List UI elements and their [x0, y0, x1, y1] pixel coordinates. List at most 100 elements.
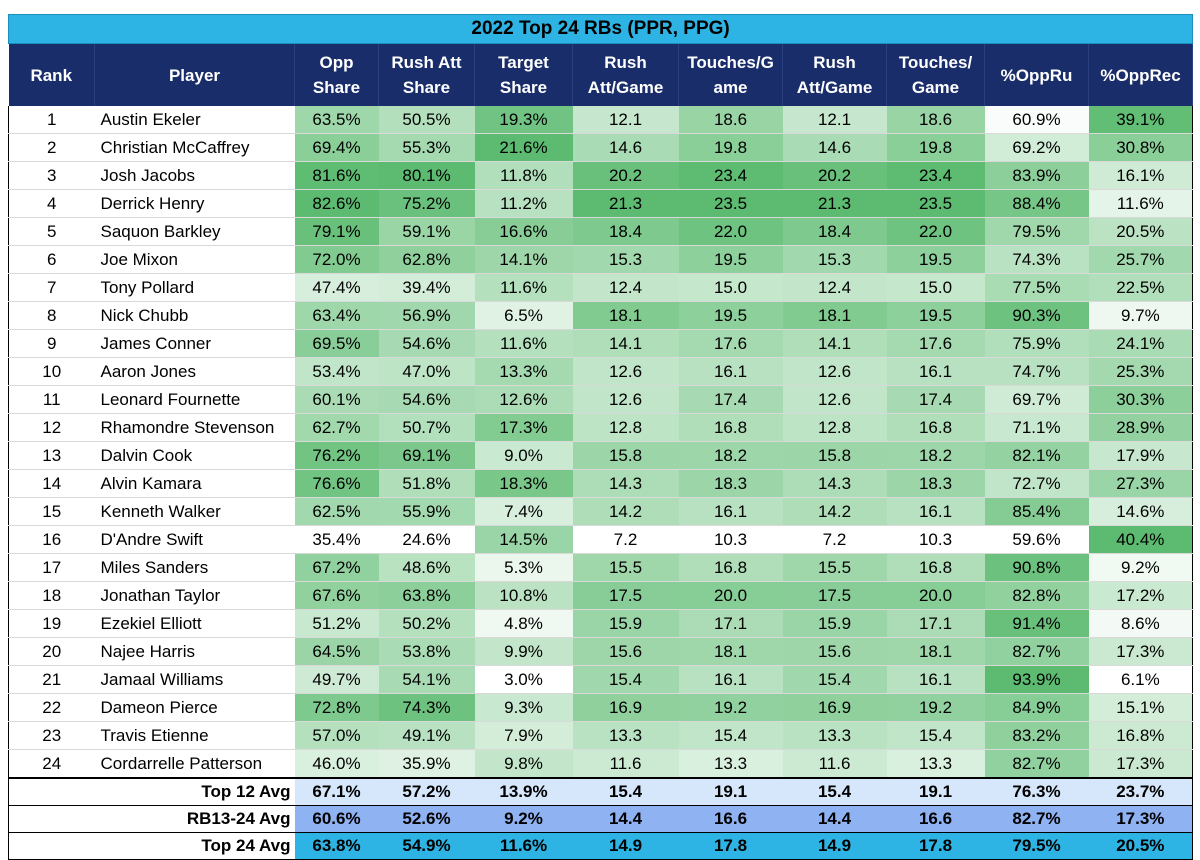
stat-cell: 59.1% — [378, 217, 475, 246]
stat-cell: 74.3% — [378, 693, 475, 722]
stat-cell: 16.6% — [474, 217, 573, 246]
stat-cell: 12.1 — [572, 106, 679, 134]
stat-cell: 79.1% — [294, 217, 379, 246]
stat-cell: 11.6% — [1088, 189, 1194, 218]
stat-cell: 23.4 — [678, 161, 783, 190]
stat-cell: 17.5 — [782, 581, 887, 610]
rank-cell: 16 — [8, 525, 95, 554]
stat-cell: 7.2 — [572, 525, 679, 554]
rank-cell: 24 — [8, 749, 95, 779]
stat-cell: 21.6% — [474, 133, 573, 162]
average-cell: 14.9 — [572, 832, 679, 860]
stat-cell: 11.2% — [474, 189, 573, 218]
stat-cell: 76.2% — [294, 441, 379, 470]
player-cell: Jamaal Williams — [94, 665, 295, 694]
stat-cell: 16.9 — [782, 693, 887, 722]
average-cell: 20.5% — [1088, 832, 1194, 860]
column-header: Player — [94, 43, 295, 106]
stat-cell: 17.3% — [474, 413, 573, 442]
stat-cell: 82.8% — [984, 581, 1089, 610]
column-header: Target Share — [474, 43, 573, 106]
average-cell: 82.7% — [984, 805, 1089, 833]
table-body: 1 Austin Ekeler 63.5% 50.5% 19.3% 12.1 18.6 12.… — [8, 106, 1194, 860]
player-cell: Nick Chubb — [94, 301, 295, 330]
stat-cell: 63.8% — [378, 581, 475, 610]
stat-cell: 15.5 — [572, 553, 679, 582]
column-header: %OppRu — [984, 43, 1089, 106]
stat-cell: 69.5% — [294, 329, 379, 358]
table-row: 18 Jonathan Taylor 67.6% 63.8% 10.8% 17.5 20.0… — [8, 581, 1194, 610]
stat-cell: 91.4% — [984, 609, 1089, 638]
column-header: Opp Share — [294, 43, 379, 106]
player-cell: Christian McCaffrey — [94, 133, 295, 162]
stat-cell: 62.8% — [378, 245, 475, 274]
stat-cell: 17.2% — [1088, 581, 1194, 610]
table-row: 11 Leonard Fournette 60.1% 54.6% 12.6% 12.6 17… — [8, 385, 1194, 414]
stat-cell: 16.1 — [678, 497, 783, 526]
stat-cell: 17.3% — [1088, 637, 1194, 666]
stat-cell: 11.6% — [474, 329, 573, 358]
average-row: Top 24 Avg 63.8% 54.9% 11.6% 14.9 17.8 14.9 17.… — [8, 832, 1194, 860]
stat-cell: 51.2% — [294, 609, 379, 638]
stat-cell: 74.3% — [984, 245, 1089, 274]
average-cell: 14.4 — [782, 805, 887, 833]
stat-cell: 16.1 — [886, 357, 985, 386]
stat-cell: 7.2 — [782, 525, 887, 554]
stat-cell: 62.5% — [294, 497, 379, 526]
stat-cell: 24.6% — [378, 525, 475, 554]
stat-cell: 18.2 — [886, 441, 985, 470]
stat-cell: 19.5 — [678, 301, 783, 330]
stat-cell: 7.9% — [474, 721, 573, 750]
player-cell: James Conner — [94, 329, 295, 358]
stat-cell: 75.2% — [378, 189, 475, 218]
stat-cell: 4.8% — [474, 609, 573, 638]
stat-cell: 10.8% — [474, 581, 573, 610]
stat-cell: 47.4% — [294, 273, 379, 302]
rank-cell: 13 — [8, 441, 95, 470]
stat-cell: 14.1 — [572, 329, 679, 358]
table-row: 5 Saquon Barkley 79.1% 59.1% 16.6% 18.4 22.0 18… — [8, 217, 1194, 246]
rank-cell: 15 — [8, 497, 95, 526]
stat-cell: 9.9% — [474, 637, 573, 666]
stat-cell: 18.1 — [572, 301, 679, 330]
stat-cell: 82.1% — [984, 441, 1089, 470]
stat-cell: 19.2 — [886, 693, 985, 722]
stat-cell: 54.6% — [378, 385, 475, 414]
average-cell: 54.9% — [378, 832, 475, 860]
average-row: Top 12 Avg 67.1% 57.2% 13.9% 15.4 19.1 15.4 19.… — [8, 778, 1194, 806]
rank-cell: 12 — [8, 413, 95, 442]
stat-cell: 6.5% — [474, 301, 573, 330]
table-row: 7 Tony Pollard 47.4% 39.4% 11.6% 12.4 15.0 12.4… — [8, 273, 1194, 302]
stat-cell: 16.8 — [678, 413, 783, 442]
stat-cell: 53.8% — [378, 637, 475, 666]
player-cell: Joe Mixon — [94, 245, 295, 274]
stat-cell: 9.0% — [474, 441, 573, 470]
table-row: 14 Alvin Kamara 76.6% 51.8% 18.3% 14.3 18.3 14.… — [8, 469, 1194, 498]
stat-cell: 28.9% — [1088, 413, 1194, 442]
table-row: 8 Nick Chubb 63.4% 56.9% 6.5% 18.1 19.5 18.1 19.… — [8, 301, 1194, 330]
stat-cell: 9.7% — [1088, 301, 1194, 330]
average-cell: 19.1 — [678, 778, 783, 806]
rank-cell: 22 — [8, 693, 95, 722]
stat-cell: 24.1% — [1088, 329, 1194, 358]
stat-cell: 62.7% — [294, 413, 379, 442]
stat-cell: 85.4% — [984, 497, 1089, 526]
stat-cell: 9.3% — [474, 693, 573, 722]
stat-cell: 17.6 — [886, 329, 985, 358]
stat-cell: 16.9 — [572, 693, 679, 722]
stat-cell: 57.0% — [294, 721, 379, 750]
stat-cell: 15.4 — [678, 721, 783, 750]
rb-table-container: 2022 Top 24 RBs (PPR, PPG) Rank Player Opp… — [7, 14, 1194, 860]
average-cell: 67.1% — [294, 778, 379, 806]
average-cell: 17.8 — [886, 832, 985, 860]
player-cell: Aaron Jones — [94, 357, 295, 386]
stat-cell: 12.1 — [782, 106, 887, 134]
stat-cell: 59.6% — [984, 525, 1089, 554]
player-cell: Miles Sanders — [94, 553, 295, 582]
rank-cell: 8 — [8, 301, 95, 330]
stat-cell: 15.9 — [572, 609, 679, 638]
stat-cell: 23.5 — [678, 189, 783, 218]
rank-cell: 17 — [8, 553, 95, 582]
stat-cell: 88.4% — [984, 189, 1089, 218]
table-row: 9 James Conner 69.5% 54.6% 11.6% 14.1 17.6 14.1… — [8, 329, 1194, 358]
